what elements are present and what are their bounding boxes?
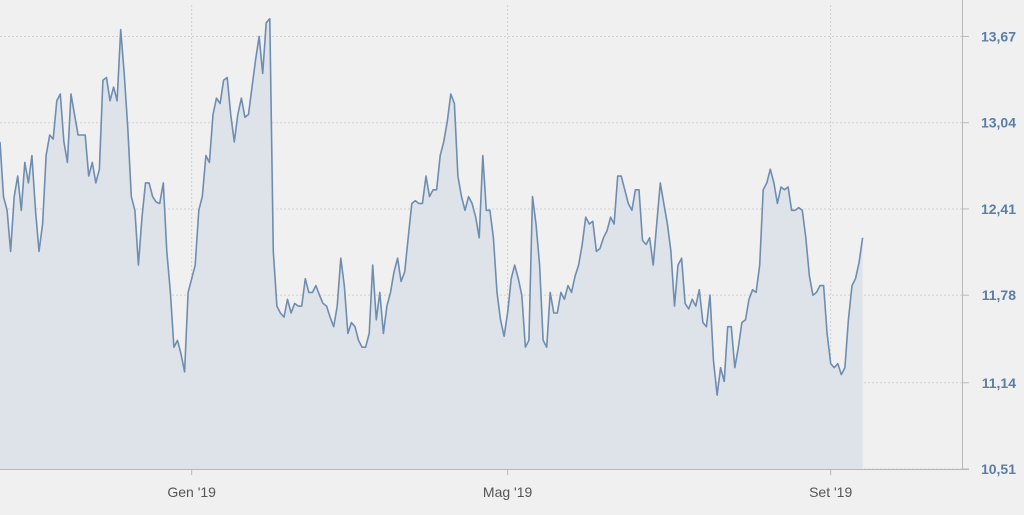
tick-label-layer: 13,67 13,04 12,41 11,78 11,14 10,51 Gen '19 Mag… bbox=[167, 28, 1016, 500]
x-tick-label: Set '19 bbox=[809, 484, 852, 500]
x-tick-label: Mag '19 bbox=[483, 484, 533, 500]
area-layer bbox=[0, 17, 864, 469]
series-area bbox=[0, 18, 863, 469]
x-tick-label: Gen '19 bbox=[167, 484, 216, 500]
y-tick-label: 12,41 bbox=[981, 201, 1016, 217]
y-tick-label: 11,78 bbox=[982, 287, 1016, 303]
y-tick-label: 13,04 bbox=[981, 115, 1016, 131]
y-tick-label: 13,67 bbox=[981, 28, 1016, 44]
series-line bbox=[0, 17, 864, 396]
y-tick-label: 11,14 bbox=[982, 375, 1016, 391]
y-tick-label: 10,51 bbox=[981, 461, 1016, 477]
axis-layer bbox=[0, 0, 969, 475]
